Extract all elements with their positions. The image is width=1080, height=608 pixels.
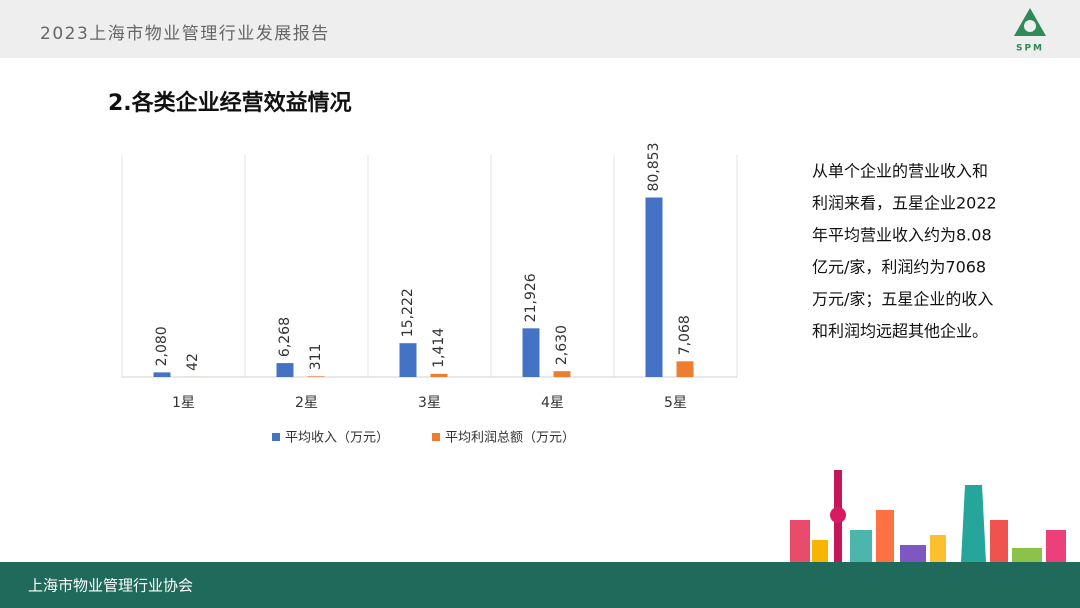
building — [850, 530, 872, 562]
header-title: 2023上海市物业管理行业发展报告 — [40, 24, 330, 44]
data-label: 2,080 — [154, 326, 170, 366]
x-tick-label: 2星 — [295, 395, 318, 411]
building — [1046, 530, 1066, 562]
header-bar — [0, 0, 1080, 58]
building — [1012, 548, 1042, 562]
x-tick-label: 3星 — [418, 395, 441, 411]
logo-text: SPM — [1016, 44, 1044, 54]
legend-label: 平均利润总额（万元） — [445, 431, 575, 446]
paragraph-line: 亿元/家，利润约为7068 — [812, 258, 986, 277]
tower — [961, 485, 986, 562]
building — [876, 510, 894, 562]
x-tick-label: 5星 — [664, 395, 687, 411]
x-tick-label: 1星 — [172, 395, 195, 411]
paragraph-line: 万元/家；五星企业的收入 — [812, 290, 993, 309]
data-label: 311 — [308, 344, 324, 371]
chart: 1星 2,080 42 2星 6,268 311 3星 15,222 1,414 4星 21,926… — [121, 143, 738, 446]
bar — [553, 371, 571, 377]
tower-ball — [830, 507, 846, 523]
bar — [399, 343, 417, 377]
data-label: 80,853 — [646, 143, 662, 192]
bar — [307, 376, 325, 377]
legend-swatch — [272, 433, 280, 441]
paragraph-line: 从单个企业的营业收入和 — [812, 162, 988, 181]
logo-circle — [1024, 20, 1036, 32]
data-label: 1,414 — [431, 328, 447, 368]
building — [930, 535, 946, 562]
legend-label: 平均收入（万元） — [285, 431, 389, 446]
bar — [276, 363, 294, 377]
paragraph-line: 利润来看，五星企业2022 — [812, 194, 997, 213]
data-label: 15,222 — [400, 288, 416, 337]
building — [900, 545, 926, 562]
bar — [153, 372, 171, 377]
bar — [522, 328, 540, 377]
data-label: 2,630 — [554, 325, 570, 365]
bar — [430, 373, 448, 377]
footer-bar — [0, 562, 1080, 608]
x-tick-label: 4星 — [541, 395, 564, 411]
bar — [645, 197, 663, 377]
legend-swatch — [432, 433, 440, 441]
paragraph-line: 年平均营业收入约为8.08 — [812, 226, 992, 245]
data-label: 21,926 — [523, 273, 539, 322]
skyline — [790, 470, 1066, 562]
data-label: 6,268 — [277, 317, 293, 357]
data-label: 42 — [185, 353, 201, 371]
bar — [676, 361, 694, 377]
building — [790, 520, 810, 562]
footer-text: 上海市物业管理行业协会 — [28, 577, 193, 595]
data-label: 7,068 — [677, 315, 693, 355]
building — [812, 540, 828, 562]
paragraph-line: 和利润均远超其他企业。 — [812, 322, 988, 341]
building — [990, 520, 1008, 562]
heading: 2.各类企业经营效益情况 — [108, 90, 352, 116]
